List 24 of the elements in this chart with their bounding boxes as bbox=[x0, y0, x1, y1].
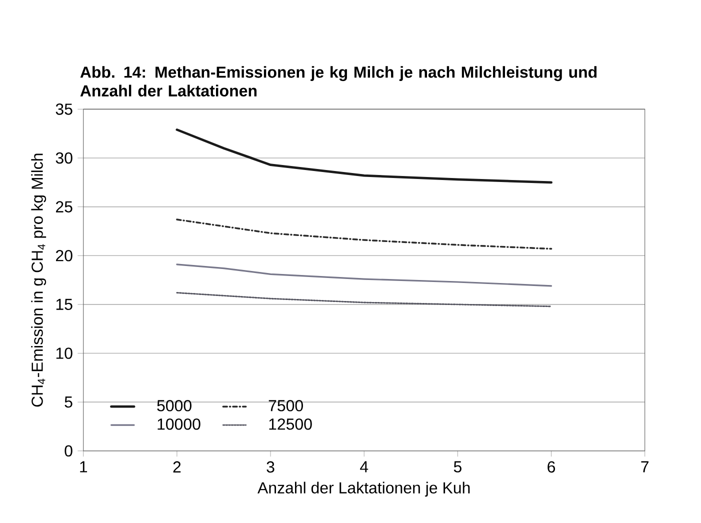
x-axis-title: Anzahl der Laktationen je Kuh bbox=[258, 482, 470, 497]
y-tick-label: 30 bbox=[56, 152, 72, 164]
x-tick-label: 2 bbox=[173, 461, 181, 472]
y-axis-title: CH$_{4}$-Emission in g CH$_{4}$ pro kg Milch bbox=[31, 154, 46, 407]
x-tick-label: 4 bbox=[360, 461, 368, 472]
y-tick-label: 35 bbox=[56, 104, 72, 115]
legend-label: 10000 bbox=[158, 418, 200, 430]
x-tick-label: 1 bbox=[80, 461, 88, 472]
line-series bbox=[176, 128, 552, 184]
y-tick-label: 25 bbox=[56, 201, 72, 213]
y-tick-label: 5 bbox=[64, 396, 72, 408]
x-tick-label: 3 bbox=[266, 461, 274, 473]
legend-label: 7500 bbox=[268, 400, 303, 412]
y-tick-label: 15 bbox=[56, 298, 72, 310]
legend-label: 12500 bbox=[269, 418, 312, 430]
line-series bbox=[176, 264, 552, 287]
x-tick-label: 7 bbox=[641, 461, 648, 472]
y-tick-label: 20 bbox=[56, 250, 72, 262]
x-tick-label: 6 bbox=[548, 461, 556, 473]
x-tick-label: 5 bbox=[454, 461, 462, 472]
y-tick-label: 10 bbox=[56, 348, 72, 359]
y-tick-label: 0 bbox=[64, 445, 72, 457]
chart-title: Abb. 14: Methan-Emissionen je kg Milch je nach Milchleistung und Anzahl der Laktationen bbox=[80, 66, 597, 97]
legend-label: 5000 bbox=[157, 400, 192, 412]
